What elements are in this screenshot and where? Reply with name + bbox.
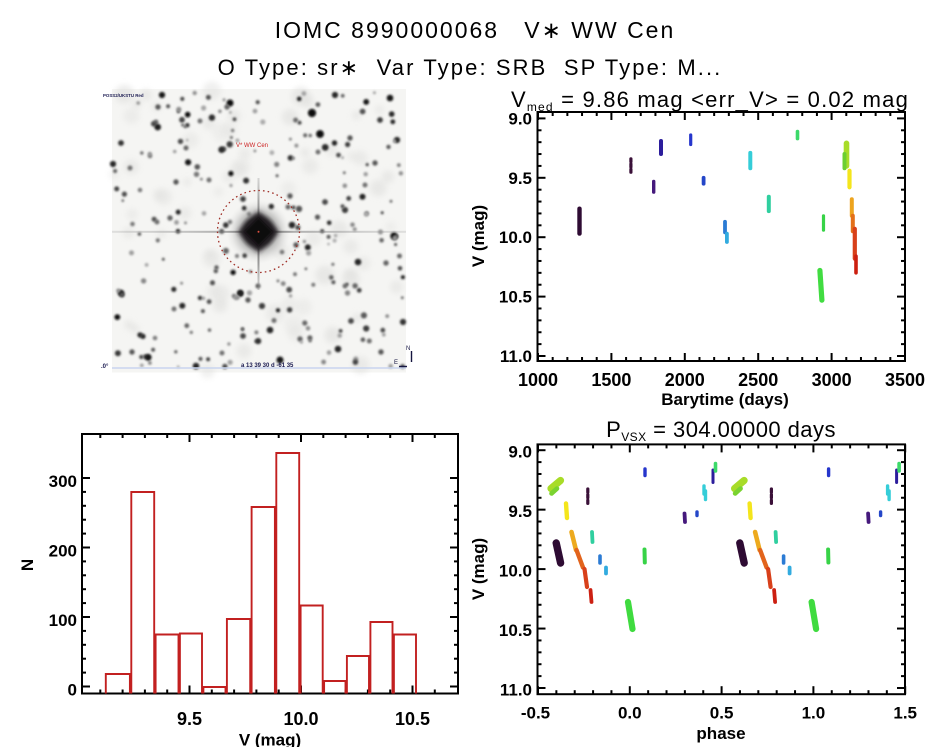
svg-text:10.5: 10.5 — [395, 709, 430, 729]
svg-text:E: E — [394, 360, 398, 366]
svg-text:9.5: 9.5 — [177, 709, 202, 729]
svg-text:10.0: 10.0 — [283, 709, 318, 729]
svg-text:10.5: 10.5 — [499, 288, 532, 307]
svg-text:3000: 3000 — [812, 370, 852, 390]
svg-text:PVSX = 304.00000 days: PVSX = 304.00000 days — [606, 417, 836, 444]
svg-text:9.0: 9.0 — [508, 443, 532, 462]
svg-text:-0.5: -0.5 — [521, 704, 550, 723]
svg-text:N: N — [406, 346, 410, 352]
svg-text:100: 100 — [49, 611, 77, 630]
svg-text:POSS2/UKSTU Red: POSS2/UKSTU Red — [103, 93, 144, 98]
svg-text:1.5: 1.5 — [893, 704, 917, 723]
svg-text:10.0: 10.0 — [499, 228, 532, 247]
svg-text:9.5: 9.5 — [508, 502, 532, 521]
svg-text:V (mag): V (mag) — [239, 731, 301, 747]
svg-text:V (mag): V (mag) — [469, 205, 488, 267]
svg-text:9.5: 9.5 — [508, 169, 532, 188]
svg-text:10.5: 10.5 — [499, 621, 532, 640]
svg-text:300: 300 — [49, 472, 77, 491]
svg-text:V* WW Cen: V* WW Cen — [236, 143, 268, 149]
svg-text:V (mag): V (mag) — [469, 538, 488, 600]
svg-text:9.0: 9.0 — [508, 109, 532, 128]
svg-text:2000: 2000 — [665, 370, 705, 390]
svg-text:11.0: 11.0 — [500, 347, 532, 366]
svg-text:Barytime (days): Barytime (days) — [661, 390, 789, 409]
svg-text:O Type: sr∗ Var Type: SRB SP: O Type: sr∗ Var Type: SRB SP Type: M... — [218, 55, 723, 80]
svg-text:0.0: 0.0 — [618, 704, 642, 723]
svg-text:1.0: 1.0 — [802, 704, 826, 723]
svg-text:IOMC 8990000068 V∗ WW Cen: IOMC 8990000068 V∗ WW Cen — [275, 17, 676, 43]
svg-text:.0°: .0° — [101, 364, 109, 370]
svg-text:10.0: 10.0 — [499, 562, 532, 581]
svg-text:11.0: 11.0 — [500, 681, 532, 700]
svg-text:a 13 39 30 d -61 35: a 13 39 30 d -61 35 — [241, 363, 294, 369]
svg-text:200: 200 — [49, 542, 77, 561]
svg-text:0.5: 0.5 — [710, 704, 734, 723]
svg-text:1000: 1000 — [518, 370, 558, 390]
svg-text:0: 0 — [68, 681, 77, 700]
svg-text:Vmed = 9.86 mag <err_V> = 0.02: Vmed = 9.86 mag <err_V> = 0.02 mag — [511, 87, 909, 114]
svg-text:1500: 1500 — [591, 370, 631, 390]
svg-text:phase: phase — [696, 724, 745, 743]
svg-text:3500: 3500 — [885, 370, 925, 390]
svg-text:N: N — [18, 559, 37, 571]
svg-text:2500: 2500 — [738, 370, 778, 390]
